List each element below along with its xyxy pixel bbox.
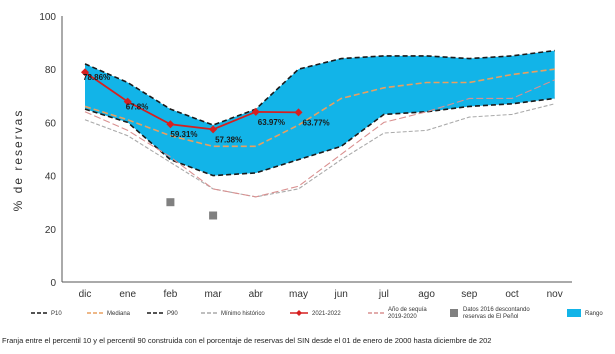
legend-label: P90 [167,311,178,317]
legend-label: P10 [51,311,62,317]
series-line-2021-2022 [84,71,299,131]
y-tick-label: 20 [45,225,57,236]
series-line-m-nimo-hist-rico [84,103,555,198]
legend-swatch-marker [296,310,302,316]
data-label: 63.97% [258,118,285,127]
x-tick-label: sep [461,289,478,300]
point-marker-2021-2022 [209,125,218,134]
x-tick-label: may [289,289,308,300]
point-marker-2021-2022 [251,107,260,116]
legend: P10 Mediana P90 Mínimo histórico 2021-2022 Añ… [31,307,603,320]
legend-swatch-box [567,309,581,317]
axis-layer: 0 20 40 60 80 100 dic ene feb mar abr may jun jul ago s… [39,12,572,300]
series-line-p90 [84,49,555,126]
legend-label: 2021-2022 [312,311,341,317]
data-label: 59.31% [170,130,197,139]
data-label: 67.8% [126,103,149,112]
point-marker-2021-2022 [81,68,89,77]
y-tick-label: 80 [45,65,57,76]
series-line-mediana [84,68,555,148]
y-axis-label: % de reservas [11,109,25,212]
point-marker-2021-2022 [294,108,303,117]
x-tick-label: mar [204,289,222,300]
series-line-a-o-de-sequ-a-2019-2020 [84,79,555,198]
series-line-p10 [84,97,555,177]
legend-label: 2019-2020 [388,314,417,320]
chart-svg: 0 20 40 60 80 100 dic ene feb mar abr may jun jul ago s… [11,12,603,320]
chart-caption: Franja entre el percentil 10 y el percen… [2,336,492,345]
x-tick-label: jun [334,289,348,300]
data-label: 78.86% [83,73,110,82]
y-tick-label: 60 [45,118,57,129]
legend-label: Mediana [107,311,131,317]
legend-label: Datos 2016 descontando [463,307,530,313]
x-tick-label: nov [547,289,563,300]
range-band-area [85,50,555,176]
point-marker-2021-2022 [123,97,132,106]
y-tick-label: 100 [39,12,56,23]
x-tick-label: oct [505,289,519,300]
y-tick-label: 40 [45,172,57,183]
data-label: 63.77% [303,118,330,127]
x-tick-label: dic [79,289,92,300]
data-label-layer: 78.86% 67.8% 59.31% 57.38% 63.97% 63.77% [83,73,330,144]
legend-label: Rango [585,311,603,317]
legend-label: reservas de El Peñol [463,314,518,320]
x-tick-label: abr [249,289,264,300]
legend-label: Mínimo histórico [221,311,265,317]
x-tick-label: jul [378,289,389,300]
scatter-point-2016 [166,198,175,207]
data-label: 57.38% [215,135,242,144]
legend-label: Año de sequía [388,307,427,313]
range-band-layer [85,50,555,176]
y-tick-label: 0 [50,278,56,289]
x-tick-label: ene [119,289,136,300]
legend-swatch-square [450,309,458,317]
x-tick-label: feb [163,289,177,300]
point-marker-2021-2022 [166,120,175,129]
series-layer [81,49,555,220]
x-tick-label: ago [418,289,435,300]
scatter-point-2016 [209,211,218,220]
